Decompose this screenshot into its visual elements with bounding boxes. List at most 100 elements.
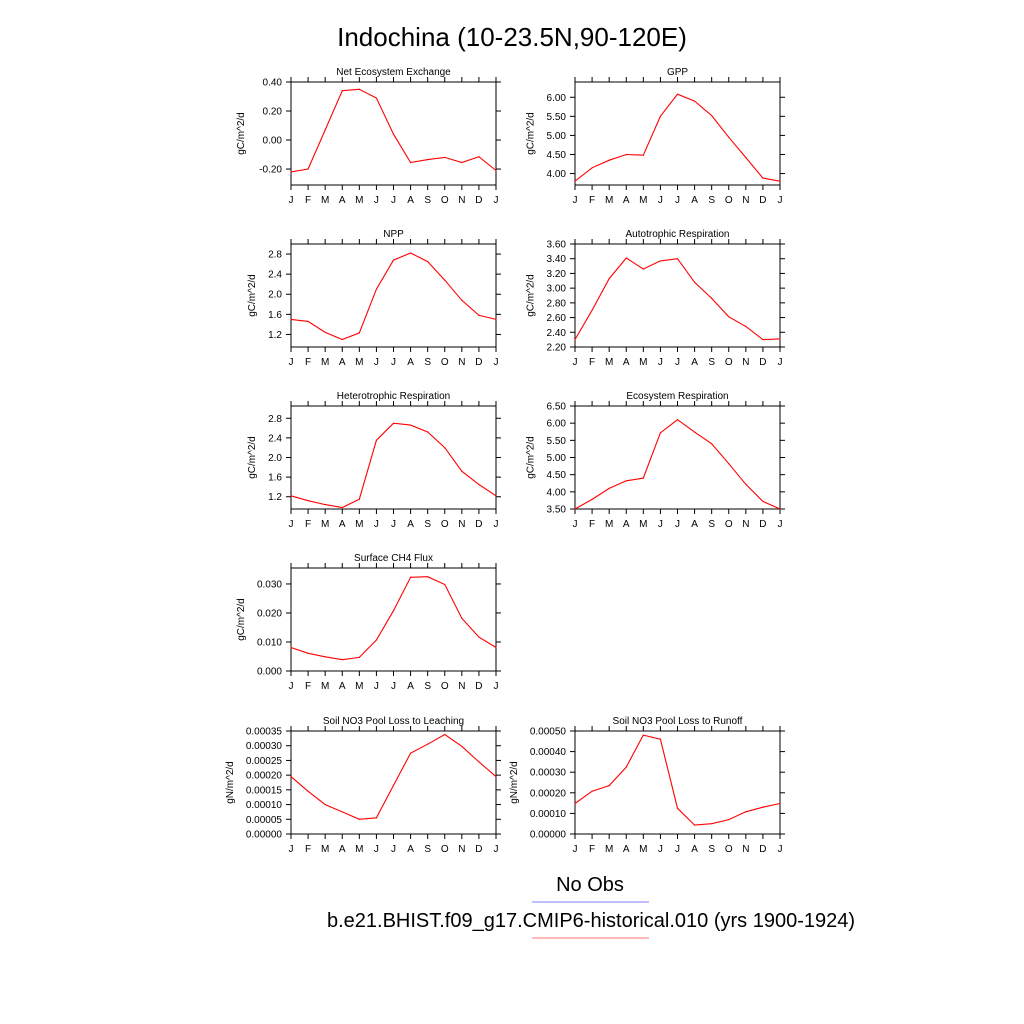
data-point — [574, 802, 576, 805]
y-tick-label: 0.010 — [257, 637, 282, 648]
data-point — [693, 100, 696, 102]
x-tick-label: J — [778, 519, 783, 530]
data-point — [375, 97, 378, 99]
data-point — [478, 761, 480, 763]
chart-title: Soil NO3 Pool Loss to Leaching — [323, 716, 464, 727]
y-tick-label: 3.20 — [547, 269, 567, 280]
x-tick-label: J — [494, 844, 499, 855]
plot-frame — [290, 243, 497, 348]
data-point — [324, 503, 326, 506]
data-point — [341, 811, 343, 813]
data-point — [745, 325, 747, 327]
x-tick-label: N — [458, 357, 465, 368]
y-tick-label: 0.00020 — [246, 771, 283, 782]
data-point — [324, 129, 326, 131]
x-tick-label: M — [639, 195, 647, 206]
x-tick-label: F — [305, 681, 311, 692]
data-point — [409, 576, 412, 578]
x-tick-label: S — [424, 844, 431, 855]
data-point — [659, 260, 662, 262]
y-tick-label: 3.40 — [547, 254, 567, 265]
x-tick-label: J — [289, 844, 294, 855]
data-point — [427, 260, 429, 263]
y-tick-label: 3.00 — [547, 284, 567, 295]
x-tick-label: M — [605, 357, 613, 368]
x-tick-label: M — [355, 681, 363, 692]
x-tick-label: F — [305, 844, 311, 855]
data-point — [444, 279, 446, 281]
data-point — [392, 259, 395, 261]
data-point — [495, 646, 497, 649]
x-tick-label: J — [391, 195, 396, 206]
data-point — [375, 639, 378, 641]
x-tick-label: O — [725, 844, 733, 855]
x-tick-label: A — [339, 681, 346, 692]
series-line — [290, 576, 497, 661]
x-tick-label: D — [759, 844, 766, 855]
data-point — [693, 281, 696, 283]
x-tick-label: M — [355, 519, 363, 530]
data-point — [461, 161, 463, 164]
data-point — [358, 656, 360, 658]
x-tick-label: J — [494, 519, 499, 530]
data-point — [591, 790, 593, 792]
legend: No Obs b.e21.BHIST.f09_g17.CMIP6-histori… — [327, 874, 855, 939]
x-tick-label: S — [708, 519, 715, 530]
x-tick-label: N — [742, 519, 749, 530]
y-tick-label: 2.0 — [268, 290, 282, 301]
x-tick-label: J — [289, 357, 294, 368]
x-tick-label: J — [494, 681, 499, 692]
data-point — [728, 316, 730, 318]
x-tick-label: J — [391, 519, 396, 530]
x-tick-label: N — [742, 357, 749, 368]
x-tick-label: J — [658, 195, 663, 206]
data-point — [478, 636, 480, 638]
x-tick-label: A — [339, 195, 346, 206]
y-tick-label: 1.6 — [268, 310, 282, 321]
data-point — [625, 153, 627, 156]
legend-label-model: b.e21.BHIST.f09_g17.CMIP6-historical.010… — [327, 910, 855, 932]
y-tick-label: 5.00 — [547, 453, 567, 464]
x-tick-label: M — [605, 844, 613, 855]
y-tick-label: 0.00 — [263, 136, 283, 147]
y-axis-label: gC/m^2/d — [526, 274, 537, 317]
x-tick-label: J — [675, 357, 680, 368]
data-point — [574, 180, 576, 182]
data-point — [392, 610, 395, 612]
x-tick-label: J — [289, 519, 294, 530]
x-tick-label: M — [321, 357, 329, 368]
series-line — [290, 252, 497, 341]
x-tick-label: M — [355, 195, 363, 206]
data-point — [375, 439, 378, 441]
x-tick-label: M — [605, 519, 613, 530]
data-point — [358, 818, 360, 820]
x-tick-label: S — [708, 844, 715, 855]
x-tick-label: J — [573, 195, 578, 206]
data-point — [341, 506, 343, 509]
y-tick-label: 0.00050 — [530, 727, 567, 738]
data-point — [642, 734, 644, 736]
x-tick-label: D — [475, 519, 482, 530]
chart-title: GPP — [667, 67, 688, 78]
data-point — [307, 652, 309, 654]
y-tick-label: 0.00030 — [246, 741, 283, 752]
data-point — [625, 480, 627, 482]
x-tick-label: J — [573, 519, 578, 530]
y-tick-label: 2.0 — [268, 453, 282, 464]
y-tick-label: 2.8 — [268, 250, 282, 261]
x-tick-label: O — [725, 195, 733, 206]
y-axis-label: gC/m^2/d — [236, 598, 247, 641]
y-tick-label: 6.50 — [547, 402, 567, 413]
data-point — [711, 823, 713, 825]
data-point — [642, 268, 644, 270]
data-point — [608, 277, 610, 280]
y-tick-label: 6.00 — [547, 419, 567, 430]
data-point — [290, 318, 292, 320]
data-point — [762, 177, 764, 179]
chart-title: NPP — [383, 229, 404, 240]
plot-frame — [574, 730, 781, 835]
x-tick-label: M — [639, 844, 647, 855]
x-tick-label: J — [778, 844, 783, 855]
